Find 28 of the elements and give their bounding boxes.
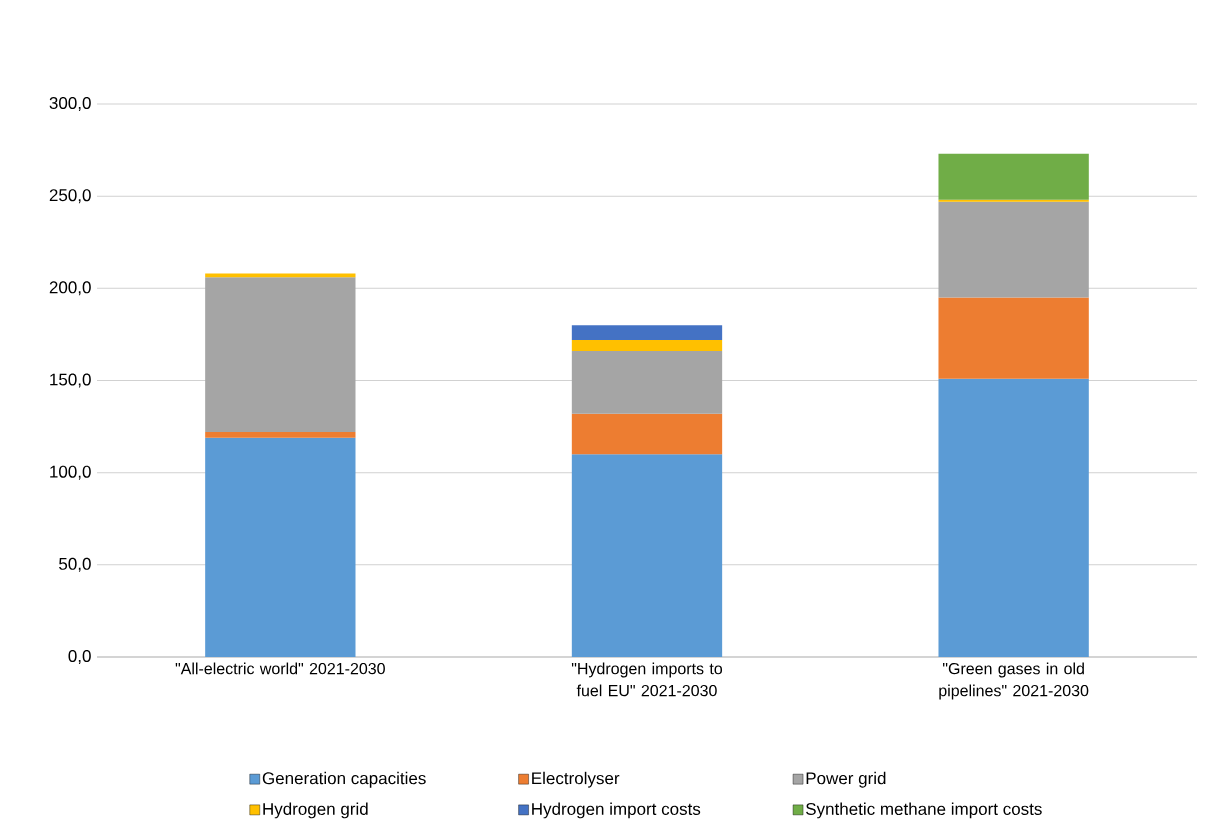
bar	[571, 339, 723, 352]
y-tick-label: 300,0	[49, 96, 91, 112]
legend-label: Hydrogen grid	[263, 802, 368, 819]
y-tick-label: 100,0	[50, 465, 91, 480]
bar	[571, 413, 723, 455]
bar	[938, 378, 1089, 657]
bar	[205, 437, 356, 657]
x-tick-label: "All-electric world" 2021-2030	[175, 662, 385, 675]
y-tick-label: 150,0	[50, 373, 91, 388]
bar	[571, 325, 723, 340]
legend-label: Electrolyser	[532, 771, 620, 788]
bar	[571, 454, 723, 657]
bar	[938, 297, 1089, 379]
legend-label: Power grid	[806, 771, 886, 788]
bar	[571, 351, 723, 414]
legend-label: Hydrogen import costs	[532, 802, 701, 819]
bar	[938, 201, 1089, 298]
x-tick-label: "Hydrogen imports to fuel EU" 2021-2030	[571, 662, 723, 697]
y-tick-label: 0,0	[68, 649, 91, 665]
y-tick-label: 250,0	[49, 189, 91, 204]
y-tick-label: 200,0	[49, 281, 91, 296]
y-tick-label: 50,0	[59, 557, 91, 572]
bar	[938, 153, 1089, 200]
bar	[205, 277, 356, 433]
legend-label: Synthetic methane import costs	[806, 802, 1042, 819]
legend-label: Generation capacities	[262, 771, 426, 788]
x-tick-label: "Green gases in old pipelines" 2021-2030	[939, 662, 1089, 700]
bar	[205, 432, 356, 438]
